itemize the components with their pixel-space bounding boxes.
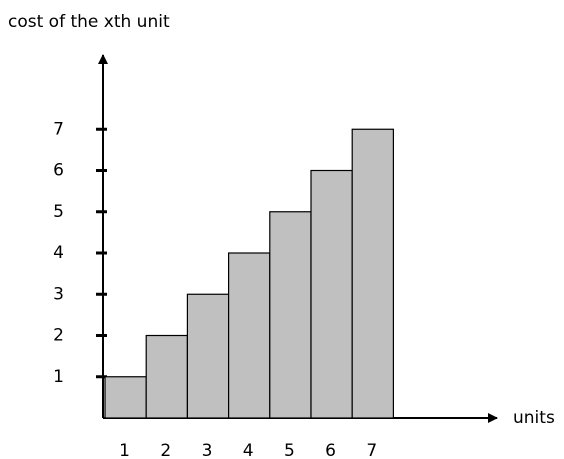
y-axis-label: cost of the xth unit <box>8 12 170 32</box>
y-tick-label: 2 <box>53 326 64 346</box>
bar <box>104 376 147 419</box>
x-axis-label: units <box>513 408 555 428</box>
x-tick-label: 1 <box>119 441 130 459</box>
x-tick-label: 7 <box>366 441 377 459</box>
bar <box>310 169 353 419</box>
x-tick-label: 5 <box>284 441 295 459</box>
bar <box>269 211 312 419</box>
bar <box>145 334 188 419</box>
bar <box>228 252 271 419</box>
x-tick-label: 2 <box>160 441 171 459</box>
bar <box>351 128 395 419</box>
y-tick-label: 4 <box>53 243 64 263</box>
y-tick-label: 5 <box>53 202 64 222</box>
y-tick-label: 3 <box>53 284 64 304</box>
y-tick-label: 7 <box>53 119 64 139</box>
x-tick-label: 4 <box>243 441 254 459</box>
y-tick-label: 1 <box>53 367 64 387</box>
x-tick-label: 3 <box>202 441 213 459</box>
bar <box>186 293 230 419</box>
y-tick-label: 6 <box>53 161 64 181</box>
x-tick-label: 6 <box>325 441 336 459</box>
